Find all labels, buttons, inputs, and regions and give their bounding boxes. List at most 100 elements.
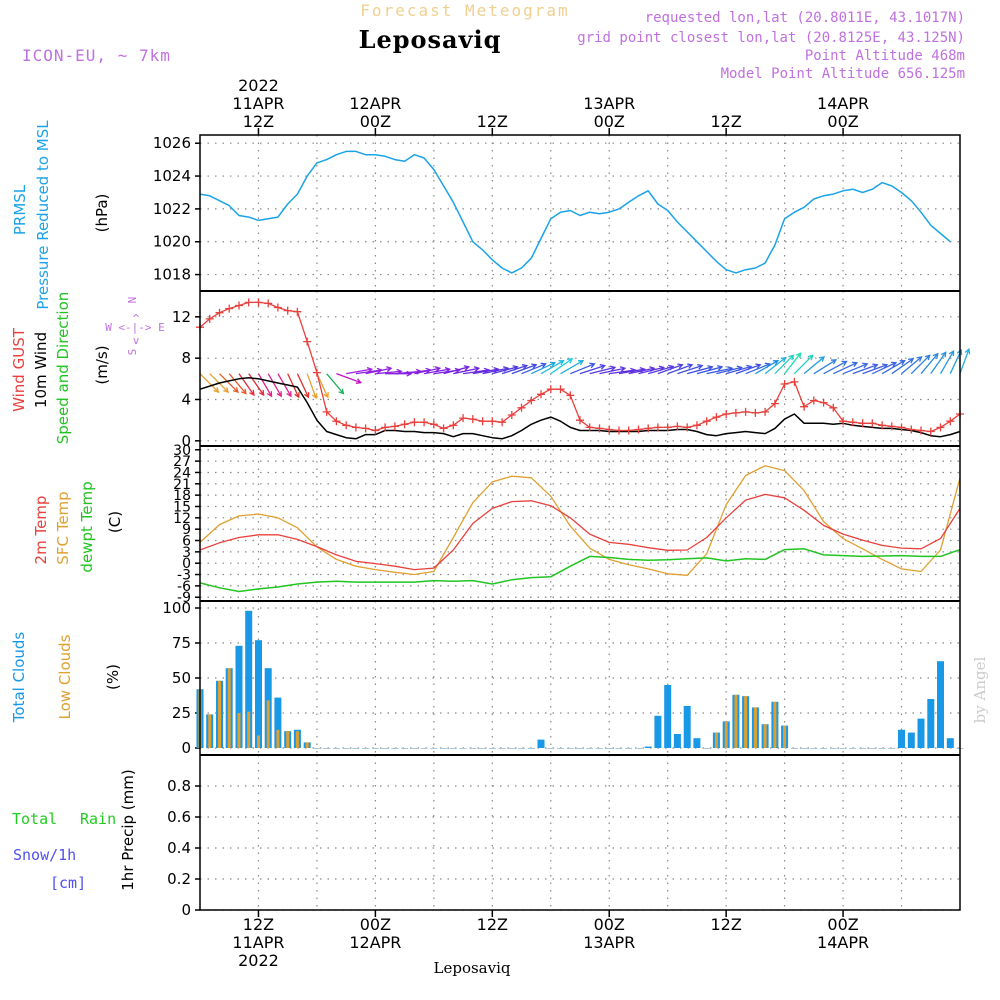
wind-arrow <box>657 364 683 375</box>
wind-arrow <box>959 349 970 374</box>
wind-arrowhead <box>473 366 481 372</box>
wind-arrowhead <box>241 388 247 395</box>
bottom-time-label: 2022 <box>238 951 279 970</box>
wind-arrowhead <box>609 365 617 372</box>
gust-marker <box>244 298 253 307</box>
top-time-label: 00Z <box>594 112 625 131</box>
wind-arrow <box>687 366 713 375</box>
wind-arrowhead <box>956 348 963 356</box>
gust-marker <box>254 298 263 307</box>
wind-arrowhead <box>697 364 704 370</box>
bottom-time-label: 12APR <box>349 933 401 952</box>
low-cloud-bar <box>266 700 270 748</box>
wind-arrow <box>511 364 537 375</box>
total-cloud-bar <box>693 738 701 748</box>
top-time-label: 11APR <box>232 94 284 113</box>
gust-marker <box>537 390 545 399</box>
gust-marker <box>897 423 906 432</box>
gust-marker <box>459 414 468 423</box>
location-title: Leposaviq <box>359 25 502 54</box>
total-cloud-bar <box>644 746 652 748</box>
y-tick-label: 0.6 <box>167 808 191 826</box>
gust-marker <box>429 420 438 429</box>
gust-marker <box>917 426 925 435</box>
model-label: ICON-EU, ~ 7km <box>22 46 171 65</box>
y-tick-label: 27 <box>173 454 191 470</box>
gust-marker <box>761 407 770 416</box>
low-cloud-bar <box>724 721 728 748</box>
wind-arrowhead <box>924 354 931 361</box>
top-time-label: 14APR <box>817 94 869 113</box>
label-2m-temp: 2m Temp <box>32 496 50 565</box>
gust-marker <box>361 424 370 433</box>
wind-arrow <box>443 366 469 375</box>
gust-marker <box>235 301 243 310</box>
gust-marker <box>731 408 740 417</box>
wind-arrow <box>501 365 527 375</box>
gust-marker <box>351 423 360 432</box>
top-time-label: 12Z <box>477 112 508 131</box>
wind-arrow <box>774 354 794 375</box>
y-tick-label: 0.4 <box>167 839 191 857</box>
low-cloud-bar <box>753 707 757 748</box>
temp-plot <box>199 465 961 593</box>
wind-arrow <box>755 360 779 375</box>
wind-arrowhead <box>830 359 838 365</box>
top-time-label: 13APR <box>583 94 635 113</box>
wind-arrowhead <box>577 360 585 366</box>
gust-marker <box>663 423 672 432</box>
gust-marker <box>858 419 867 428</box>
wind-arrow <box>453 367 479 375</box>
gust-marker <box>712 413 721 422</box>
wind-arrow <box>579 365 605 375</box>
total-cloud-bar <box>537 739 545 748</box>
gust-marker <box>585 423 594 432</box>
top-time-label: 12Z <box>243 112 274 131</box>
label-pressure-msl: Pressure Reduced to MSL <box>34 120 52 310</box>
wind-speed-line <box>199 377 961 440</box>
y-tick-label: 1018 <box>153 266 191 284</box>
gust-marker <box>722 410 731 418</box>
gust-marker <box>332 417 341 426</box>
label-dewpt-temp: dewpt Temp <box>78 481 96 572</box>
wind-arrowhead <box>294 392 300 399</box>
total-cloud-bar <box>937 661 944 748</box>
wind-arrowhead <box>338 388 345 395</box>
wind-arrowhead <box>266 391 273 398</box>
wind-arrowhead <box>890 361 898 368</box>
gust-marker <box>576 416 584 425</box>
y-tick-label: 12 <box>172 308 191 326</box>
label-snow: Snow/1h <box>13 846 76 864</box>
label-hpa: (hPa) <box>93 194 111 233</box>
label-10m-wind: 10m Wind <box>32 332 50 408</box>
gust-marker <box>273 303 282 312</box>
wind-arrow <box>901 356 922 375</box>
low-cloud-bar <box>783 725 787 748</box>
wind-arrow <box>423 368 450 375</box>
y-tick-label: 18 <box>173 488 191 504</box>
wind-arrowhead <box>249 389 255 397</box>
y-tick-label: 15 <box>173 499 191 515</box>
y-tick-label: 1022 <box>153 200 191 218</box>
wind-arrow <box>793 354 814 375</box>
low-cloud-bar <box>208 714 212 748</box>
wind-arrowhead <box>677 363 684 369</box>
label-rain: Rain <box>80 810 116 828</box>
wind-arrowhead <box>707 365 714 371</box>
compass-arrow-s: v <box>133 334 140 347</box>
wind-arrowhead <box>355 378 363 384</box>
wind-arrowhead <box>531 363 538 369</box>
y-tick-label: 0 <box>182 556 191 572</box>
clouds-panel-labels: Total Clouds Low Clouds (%) <box>10 632 122 724</box>
wind-arrowhead <box>940 351 947 358</box>
wind-arrowhead <box>788 354 795 361</box>
total-cloud-bar <box>673 734 681 748</box>
wind-arrow <box>745 363 770 375</box>
wind-arrow <box>599 367 626 375</box>
label-total-clouds: Total Clouds <box>10 632 28 724</box>
2m-temp-line <box>199 493 961 571</box>
total-cloud-bar <box>235 645 243 748</box>
wind-arrowhead <box>434 366 442 372</box>
precip-panel-labels: Total Rain Snow/1h [cm] 1hr Precip (mm) <box>12 769 137 892</box>
